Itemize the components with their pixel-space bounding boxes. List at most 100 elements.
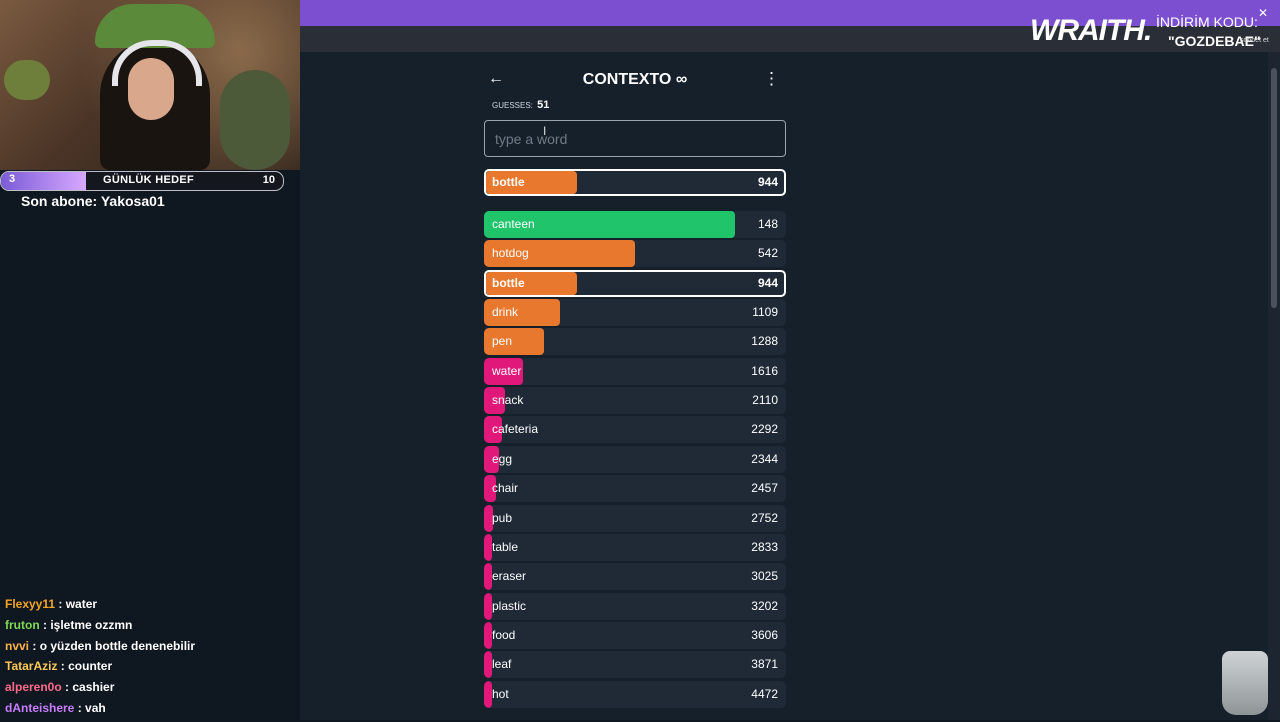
- stream-chat: Flexyy11 : water fruton : işletme ozzmn nv…: [5, 597, 295, 722]
- guess-row-fill: [484, 211, 735, 238]
- sponsor-code-label: İNDİRİM KODU:: [1156, 14, 1258, 30]
- guess-word: pen: [492, 334, 513, 349]
- chat-separator: :: [61, 680, 73, 695]
- guess-row-fill: [484, 445, 499, 473]
- guess-row-fill: [484, 357, 523, 385]
- guess-row-fill: [484, 416, 502, 444]
- webcam-feed: [0, 0, 300, 170]
- guess-word: hotdog: [492, 246, 529, 261]
- guess-row: pen 1288: [484, 328, 786, 356]
- chat-separator: :: [55, 597, 66, 611]
- guess-rank: 542: [757, 246, 778, 261]
- guess-rank: 2344: [751, 451, 778, 466]
- guess-rank: 3025: [751, 569, 778, 584]
- scrollbar-thumb[interactable]: [1271, 68, 1277, 308]
- guess-row: snack 2110: [484, 387, 786, 415]
- chat-username[interactable]: fruton: [5, 617, 40, 632]
- guess-row-fill: [486, 271, 577, 295]
- guess-rank: 944: [757, 275, 778, 290]
- current-guess-word: bottle: [492, 175, 525, 189]
- guess-rank: 2752: [751, 510, 778, 525]
- webcam-plush: [4, 60, 50, 100]
- daily-goal-start: 3: [9, 173, 16, 185]
- guess-rank: 1109: [752, 305, 778, 320]
- guess-word: eraser: [492, 569, 527, 584]
- chat-username[interactable]: TatarAziz: [5, 659, 58, 674]
- chat-username[interactable]: nvvi: [5, 638, 30, 653]
- current-guess-row: bottle 944: [484, 169, 786, 196]
- chat-separator: :: [74, 700, 86, 715]
- guess-row-fill: [484, 592, 492, 620]
- guess-word: pub: [492, 510, 513, 525]
- guess-word: hot: [492, 686, 509, 701]
- webcam-plant: [220, 70, 290, 170]
- guess-row: canteen 148: [484, 211, 786, 238]
- chat-username[interactable]: Flexyy11: [5, 597, 56, 611]
- guess-word: drink: [492, 305, 519, 320]
- guess-row: hot 4472: [484, 680, 786, 708]
- sponsor-code: "GOZDEBAE": [1168, 33, 1261, 49]
- guess-row: pub 2752: [484, 504, 786, 532]
- guess-word: water: [492, 363, 522, 378]
- guess-row: cafeteria 2292: [484, 416, 786, 444]
- guess-row-fill: [484, 533, 492, 561]
- guess-word: snack: [492, 393, 524, 408]
- guess-word: bottle: [492, 275, 525, 290]
- guess-row: egg 2344: [484, 445, 786, 473]
- current-guess-rank: 944: [757, 175, 778, 189]
- guess-row: plastic 3202: [484, 592, 786, 620]
- word-input[interactable]: [484, 120, 786, 157]
- chat-separator: :: [39, 617, 51, 632]
- daily-goal-label: GÜNLÜK HEDEF: [103, 174, 194, 186]
- sponsor-logo: WRAITH.: [1030, 14, 1152, 47]
- guess-row: leaf 3871: [484, 651, 786, 679]
- guess-row-fill: [484, 299, 560, 327]
- chat-text: işletme ozzmn: [50, 617, 133, 632]
- guess-row-fill: [484, 475, 496, 503]
- daily-goal-fill: [1, 172, 86, 190]
- guess-row: table 2833: [484, 533, 786, 561]
- guess-row: chair 2457: [484, 475, 786, 503]
- back-arrow-icon[interactable]: ←: [488, 70, 504, 87]
- app-header: ← CONTEXTO ∞ ⋮: [484, 68, 786, 94]
- chat-text: cashier: [72, 680, 115, 695]
- guess-rank: 3202: [751, 598, 778, 613]
- guess-rank: 1288: [751, 334, 778, 349]
- close-icon[interactable]: ✕: [1258, 6, 1269, 20]
- guess-row-fill: [484, 563, 492, 591]
- guess-rank: 148: [757, 217, 778, 231]
- guess-word: food: [492, 627, 516, 642]
- chat-message: nvvi : o yüzden bottle denenebilir: [5, 639, 295, 660]
- chat-message: dAnteishere : vah: [5, 701, 295, 722]
- last-subscriber: Son abone: Yakosa01: [21, 193, 165, 209]
- chat-text: vah: [85, 700, 106, 715]
- guess-row: eraser 3025: [484, 563, 786, 591]
- guess-rank: 1616: [751, 363, 778, 378]
- guess-rank: 4472: [751, 686, 778, 701]
- guess-rank: 3871: [751, 657, 778, 672]
- guess-row-fill: [484, 651, 492, 679]
- daily-goal-bar: 3 GÜNLÜK HEDEF 10: [0, 171, 284, 191]
- guess-word: canteen: [492, 217, 535, 231]
- guess-row: drink 1109: [484, 299, 786, 327]
- cup-object: [1222, 651, 1268, 715]
- guess-rank: 2292: [751, 422, 778, 437]
- guess-rank: 2110: [752, 393, 778, 408]
- guess-row-fill: [484, 504, 493, 532]
- chat-username[interactable]: dAnteishere: [5, 700, 75, 715]
- guess-row: bottle 944: [484, 269, 786, 297]
- guess-word: chair: [492, 481, 519, 496]
- kebab-menu-icon[interactable]: ⋮: [763, 69, 780, 88]
- daily-goal-end: 10: [262, 174, 275, 186]
- chat-username[interactable]: alperen0o: [5, 680, 62, 695]
- chat-text: counter: [68, 659, 113, 674]
- chat-message: Flexyy11 : water: [5, 597, 295, 618]
- guess-row: food 3606: [484, 621, 786, 649]
- guesses-label: GUESSES:: [492, 101, 533, 110]
- app-title: CONTEXTO ∞: [582, 71, 688, 88]
- chat-message: alperen0o : cashier: [5, 680, 295, 701]
- guess-word: plastic: [492, 598, 527, 613]
- guess-row-fill: [484, 240, 635, 268]
- guess-row-fill: [484, 387, 505, 415]
- guess-row: water 1616: [484, 357, 786, 385]
